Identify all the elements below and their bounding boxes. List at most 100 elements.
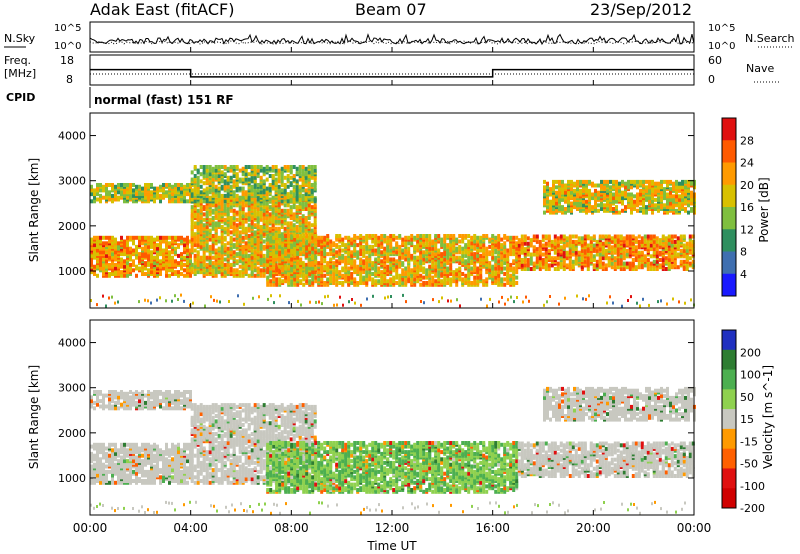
echo-cell xyxy=(117,241,120,246)
echo-cell xyxy=(120,257,123,262)
echo-cell xyxy=(223,257,227,262)
echo-cell xyxy=(422,266,426,271)
echo-cell xyxy=(573,188,576,193)
echo-cell xyxy=(428,246,432,251)
echo-cell xyxy=(565,236,569,241)
echo-cell xyxy=(105,264,108,269)
echo-cell xyxy=(476,235,480,240)
echo-cell xyxy=(253,223,257,228)
echo-cell xyxy=(284,264,288,269)
echo-cell xyxy=(538,256,542,261)
echo-cell xyxy=(211,174,215,178)
echo-cell xyxy=(183,184,186,189)
echo-cell xyxy=(452,279,456,284)
echo-cell xyxy=(317,270,321,275)
echo-cell xyxy=(271,168,275,173)
echo-cell xyxy=(111,241,114,246)
echo-cell xyxy=(619,261,623,266)
echo-cell xyxy=(289,165,293,169)
echo-cell xyxy=(419,282,423,287)
echo-cell xyxy=(287,264,291,269)
echo-cell xyxy=(262,262,266,267)
echo-cell xyxy=(425,243,429,248)
echo-cell xyxy=(600,207,603,211)
echo-cell xyxy=(292,199,296,204)
echo-cell xyxy=(174,190,177,195)
echo-cell xyxy=(202,188,206,193)
echo-cell xyxy=(676,243,680,248)
echo-cell xyxy=(503,250,507,255)
echo-cell xyxy=(244,190,248,195)
echo-cell xyxy=(488,250,492,255)
echo-cell xyxy=(568,239,572,244)
echo-cell xyxy=(280,201,284,206)
echo-cell xyxy=(313,203,317,208)
echo-cell xyxy=(688,241,692,246)
echo-cell xyxy=(329,275,333,280)
echo-cell xyxy=(526,252,530,257)
echo-cell xyxy=(576,187,579,192)
echo-cell xyxy=(305,270,309,275)
echo-cell xyxy=(159,193,162,198)
echo-cell xyxy=(253,170,257,175)
echo-cell xyxy=(586,267,590,271)
echo-cell xyxy=(269,239,273,244)
echo-cell xyxy=(503,282,507,287)
echo-cell xyxy=(286,192,290,197)
echo-cell xyxy=(153,270,156,275)
echo-cell xyxy=(301,223,305,228)
echo-cell xyxy=(235,197,239,202)
echo-cell xyxy=(256,183,260,187)
echo-cell xyxy=(193,177,197,182)
echo-cell xyxy=(443,275,447,280)
echo-cell xyxy=(277,168,281,173)
echo-cell xyxy=(338,281,342,285)
echo-cell xyxy=(362,244,366,249)
echo-cell xyxy=(190,212,194,217)
echo-cell xyxy=(503,261,507,266)
echo-cell xyxy=(401,241,405,246)
echo-cell xyxy=(497,270,501,275)
echo-cell xyxy=(259,201,263,206)
echo-cell xyxy=(461,272,465,276)
cpid-label: CPID xyxy=(6,91,35,104)
echo-cell xyxy=(162,193,165,198)
echo-cell xyxy=(543,210,546,215)
echo-cell xyxy=(555,185,558,190)
echo-cell xyxy=(238,270,242,275)
echo-cell xyxy=(652,259,656,264)
echo-cell xyxy=(655,239,659,244)
echo-cell xyxy=(317,235,321,240)
echo-cell xyxy=(186,199,189,204)
echo-cell xyxy=(335,282,339,287)
echo-cell xyxy=(310,228,314,233)
echo-cell xyxy=(159,264,162,269)
echo-cell xyxy=(308,250,312,255)
echo-cell xyxy=(335,259,339,264)
echo-cell xyxy=(238,273,242,278)
echo-cell xyxy=(476,248,480,253)
echo-cell xyxy=(503,272,507,276)
echo-cell xyxy=(123,259,126,264)
echo-cell xyxy=(293,243,297,248)
echo-cell xyxy=(275,234,279,238)
echo-cell xyxy=(253,196,257,201)
echo-cell xyxy=(494,279,498,284)
echo-cell xyxy=(123,243,126,248)
echo-cell xyxy=(293,248,297,253)
echo-cell xyxy=(232,190,236,195)
echo-cell xyxy=(253,188,257,193)
echo-cell xyxy=(543,179,546,184)
echo-cell xyxy=(509,273,513,278)
echo-cell xyxy=(679,248,683,253)
echo-cell xyxy=(407,235,411,240)
echo-cell xyxy=(208,255,212,260)
echo-cell xyxy=(274,262,278,267)
echo-cell xyxy=(226,246,230,251)
echo-cell xyxy=(356,255,360,260)
echo-cell xyxy=(90,259,93,264)
echo-cell xyxy=(600,185,603,190)
echo-cell xyxy=(550,263,554,268)
echo-cell xyxy=(144,244,147,249)
echo-cell xyxy=(96,183,99,187)
